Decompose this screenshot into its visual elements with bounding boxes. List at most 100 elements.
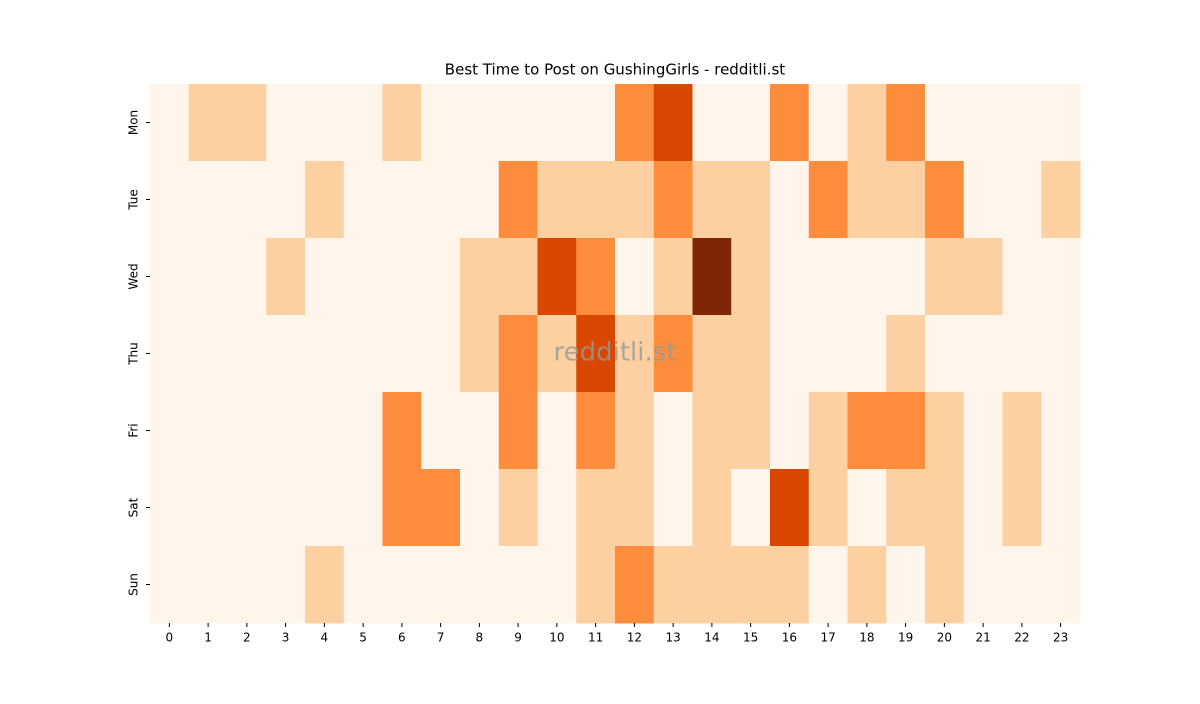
heatmap-cell bbox=[770, 161, 810, 239]
y-tick-label: Sun bbox=[127, 573, 141, 596]
heatmap-cell bbox=[731, 238, 771, 316]
x-tick-label: 3 bbox=[282, 631, 290, 645]
heatmap-cell bbox=[227, 84, 267, 162]
heatmap-cell bbox=[925, 84, 965, 162]
heatmap-cell bbox=[770, 546, 810, 624]
heatmap-cell bbox=[576, 546, 616, 624]
heatmap-cell bbox=[537, 315, 577, 393]
heatmap-cell bbox=[498, 161, 538, 239]
heatmap-cell bbox=[188, 546, 228, 624]
heatmap-cell bbox=[731, 546, 771, 624]
heatmap-cell bbox=[460, 84, 500, 162]
x-tick-label: 17 bbox=[820, 631, 835, 645]
heatmap-cell bbox=[692, 392, 732, 470]
heatmap-cell bbox=[808, 238, 848, 316]
heatmap-cell bbox=[421, 315, 461, 393]
heatmap-cell bbox=[925, 238, 965, 316]
heatmap-cell bbox=[615, 392, 655, 470]
heatmap-cell bbox=[266, 161, 306, 239]
heatmap-cell bbox=[692, 546, 732, 624]
x-tick-label: 6 bbox=[398, 631, 406, 645]
heatmap-cell bbox=[1002, 238, 1042, 316]
heatmap-cell bbox=[1041, 161, 1081, 239]
heatmap-cell bbox=[653, 392, 693, 470]
heatmap-cell bbox=[692, 84, 732, 162]
heatmap-cell bbox=[847, 84, 887, 162]
heatmap-cell bbox=[692, 469, 732, 547]
heatmap-cell bbox=[692, 161, 732, 239]
heatmap-cell bbox=[576, 469, 616, 547]
heatmap-cell bbox=[847, 161, 887, 239]
y-tick-label: Wed bbox=[127, 263, 141, 289]
heatmap-cell bbox=[886, 546, 926, 624]
x-tick-label: 2 bbox=[243, 631, 251, 645]
heatmap-cell bbox=[653, 84, 693, 162]
x-tick-label: 9 bbox=[514, 631, 522, 645]
heatmap-cell bbox=[305, 546, 345, 624]
heatmap-cell bbox=[382, 238, 422, 316]
heatmap-cell bbox=[343, 238, 383, 316]
heatmap-cell bbox=[150, 161, 190, 239]
heatmap-cell bbox=[886, 238, 926, 316]
heatmap-cell bbox=[847, 546, 887, 624]
x-tick-label: 22 bbox=[1014, 631, 1029, 645]
heatmap-cell bbox=[576, 392, 616, 470]
heatmap-cell bbox=[615, 315, 655, 393]
heatmap-cell bbox=[460, 315, 500, 393]
heatmap-cell bbox=[188, 315, 228, 393]
heatmap-cell bbox=[498, 392, 538, 470]
heatmap-cell bbox=[653, 315, 693, 393]
heatmap-cell bbox=[266, 84, 306, 162]
heatmap-cell bbox=[808, 161, 848, 239]
heatmap-cell bbox=[576, 161, 616, 239]
heatmap-cell bbox=[886, 84, 926, 162]
heatmap-cell bbox=[227, 546, 267, 624]
x-tick-label: 10 bbox=[549, 631, 564, 645]
heatmap-cell bbox=[963, 546, 1003, 624]
heatmap-cell bbox=[266, 469, 306, 547]
heatmap-cell bbox=[537, 238, 577, 316]
heatmap-cell bbox=[305, 315, 345, 393]
heatmap-cell bbox=[808, 315, 848, 393]
heatmap-cell bbox=[498, 238, 538, 316]
heatmap-cell bbox=[266, 546, 306, 624]
heatmap-cell bbox=[498, 546, 538, 624]
heatmap-cell bbox=[150, 469, 190, 547]
heatmap-cell bbox=[1002, 315, 1042, 393]
x-tick-label: 14 bbox=[704, 631, 719, 645]
heatmap-cell bbox=[150, 315, 190, 393]
heatmap-cell bbox=[382, 469, 422, 547]
heatmap-cell bbox=[1002, 84, 1042, 162]
heatmap-cell bbox=[305, 469, 345, 547]
heatmap-cell bbox=[537, 392, 577, 470]
heatmap-cell bbox=[808, 392, 848, 470]
heatmap-cell bbox=[615, 84, 655, 162]
x-tick-label: 4 bbox=[321, 631, 329, 645]
heatmap-cell bbox=[460, 392, 500, 470]
heatmap-cell bbox=[1002, 546, 1042, 624]
heatmap-cell bbox=[150, 238, 190, 316]
heatmap-cell bbox=[343, 546, 383, 624]
heatmap-cell bbox=[188, 469, 228, 547]
heatmap-cell bbox=[615, 469, 655, 547]
heatmap-cell bbox=[963, 469, 1003, 547]
heatmap-cell bbox=[498, 469, 538, 547]
heatmap-cell bbox=[847, 392, 887, 470]
heatmap-cell bbox=[537, 161, 577, 239]
x-tick-label: 5 bbox=[359, 631, 367, 645]
heatmap-cell bbox=[963, 84, 1003, 162]
heatmap-cell bbox=[808, 546, 848, 624]
heatmap-cell bbox=[925, 546, 965, 624]
heatmap-cell bbox=[537, 546, 577, 624]
heatmap-cell bbox=[382, 392, 422, 470]
heatmap-cell bbox=[886, 392, 926, 470]
heatmap-cell bbox=[382, 546, 422, 624]
heatmap-cell bbox=[537, 469, 577, 547]
heatmap-cell bbox=[847, 238, 887, 316]
heatmap-cell bbox=[576, 84, 616, 162]
heatmap-cell bbox=[963, 392, 1003, 470]
heatmap-cell bbox=[343, 392, 383, 470]
heatmap-cell bbox=[1041, 546, 1081, 624]
heatmap-cell bbox=[498, 84, 538, 162]
